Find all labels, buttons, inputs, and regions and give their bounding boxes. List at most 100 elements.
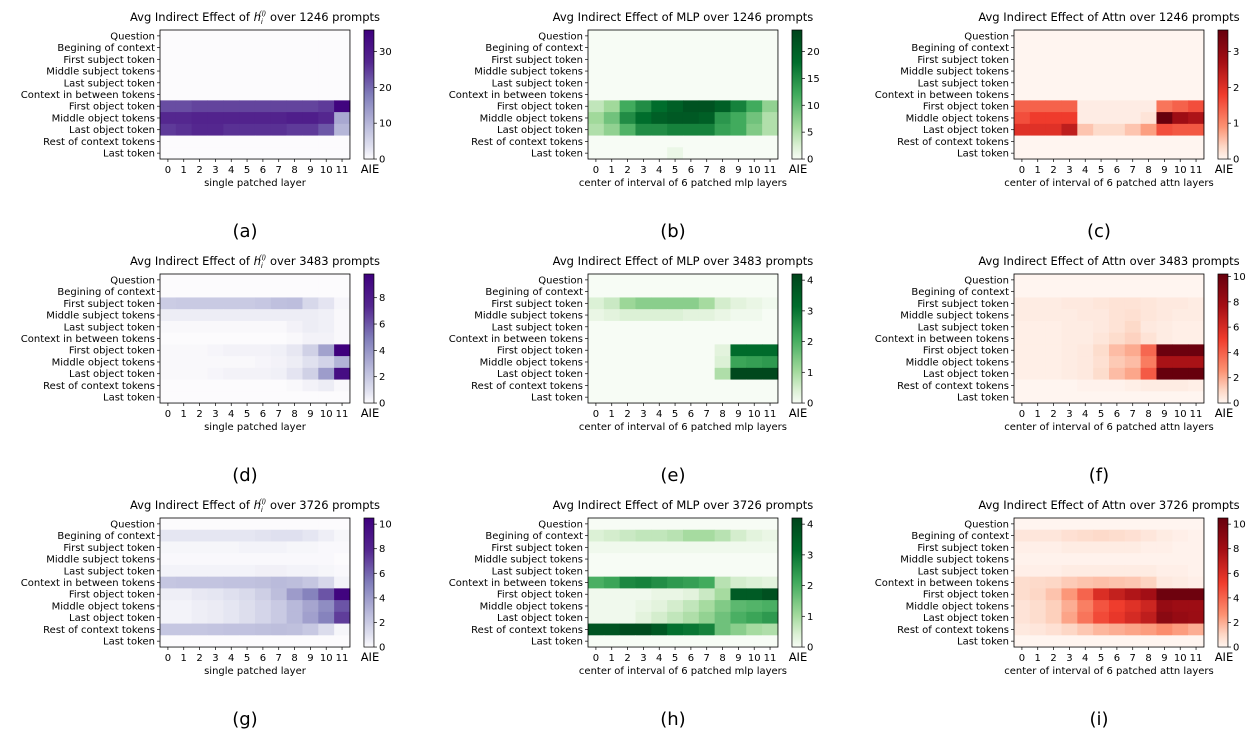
heatmap-cell [1156,391,1173,404]
heatmap-cell [1045,285,1062,298]
heatmap-cell [302,356,319,369]
heatmap-cell [1093,112,1110,125]
y-tick-label: Question [964,519,1009,530]
heatmap-cell [714,635,731,648]
x-tick-label: 2 [1050,653,1056,664]
heatmap-cell [1093,553,1110,566]
heatmap-cell [698,123,716,136]
heatmap-cell [619,623,636,636]
heatmap-cell [270,518,288,531]
x-tick-label: 9 [735,165,741,176]
heatmap-cell [191,112,208,125]
x-tick-label: 9 [735,653,741,664]
x-tick-label: 10 [748,165,761,176]
heatmap-cell [1061,541,1078,554]
y-tick-label: Begining of context [485,287,583,298]
heatmap-cell [1045,611,1062,624]
heatmap-cell [318,379,335,392]
heatmap-cell [1140,600,1157,613]
y-tick-label: Begining of context [485,531,583,542]
y-tick-label: Begining of context [911,531,1009,542]
colorbar-tick-label: 2 [1233,618,1239,629]
heatmap-cell [334,100,351,113]
heatmap-cell [746,553,763,566]
heatmap-cell [1029,147,1047,160]
heatmap-cell [746,41,763,54]
heatmap-cell [223,518,240,531]
heatmap-cell [1188,100,1205,113]
heatmap-cell [223,529,240,542]
heatmap-cell [1061,53,1078,66]
colorbar-tick-label: 8 [1233,297,1239,308]
panel-title: Avg Indirect Effect of MLP over 3483 pro… [553,254,814,268]
heatmap-cell [635,30,652,43]
heatmap-cell [239,135,256,148]
heatmap-cell [1077,541,1094,554]
heatmap-cell [619,76,636,90]
heatmap-cell [239,576,256,589]
heatmap-cell [302,576,319,589]
heatmap-cell [175,553,193,566]
x-tick-label: 0 [593,165,599,176]
heatmap-cell [160,332,177,345]
x-tick-label: 5 [244,653,250,664]
heatmap-cell [667,564,684,578]
heatmap-cell [762,88,779,101]
heatmap-cell [762,553,779,566]
heatmap-cell [1077,53,1094,66]
heatmap-cell [1014,623,1031,636]
heatmap-cell [1188,635,1205,648]
heatmap-cell [302,100,319,113]
heatmap-cell [191,88,208,101]
heatmap-cell [175,41,193,54]
heatmap-cell [1014,100,1031,113]
heatmap-cell [682,367,700,380]
heatmap-cell [1061,379,1078,392]
heatmap-cell [191,41,208,54]
heatmap-cell [1108,379,1126,392]
heatmap-cell [746,518,763,531]
heatmap-cell [270,529,288,542]
heatmap-cell [667,541,684,554]
heatmap-cell [603,309,621,322]
x-tick-label: 0 [165,653,171,664]
heatmap-cell [1124,53,1142,66]
subfigure-label: (h) [660,709,685,730]
x-tick-label: 6 [688,653,694,664]
heatmap-cell [603,320,621,334]
colorbar [1217,273,1229,404]
heatmap-cell [1014,391,1031,404]
heatmap-cell [1108,564,1126,578]
heatmap-cell [1124,367,1142,380]
heatmap-cell [746,274,763,287]
heatmap-cell [698,76,716,90]
heatmap-cell [1124,100,1142,113]
heatmap-cell [1014,53,1031,66]
heatmap-cell [603,65,621,78]
heatmap-cell [1014,564,1031,578]
heatmap-cell [619,529,636,542]
heatmap-cell [746,588,763,601]
x-tick-label: 0 [593,653,599,664]
heatmap-cell [207,518,224,531]
heatmap-cell [302,147,319,160]
heatmap-cell [746,541,763,554]
heatmap-cell [1108,147,1126,160]
heatmap-cell [191,123,208,136]
heatmap-cell [651,553,668,566]
heatmap-cell [318,553,335,566]
heatmap-cell [160,100,177,113]
heatmap-cell [223,611,240,624]
heatmap-cell [714,553,731,566]
heatmap-cell [270,367,288,380]
heatmap-cell [1140,53,1157,66]
heatmap-cell [286,135,303,148]
y-tick-label: Last token [957,149,1009,160]
heatmap-cell [730,320,747,334]
heatmap-cell [1156,332,1173,345]
heatmap-cell [619,379,636,392]
heatmap-cell [1045,564,1062,578]
heatmap-cell [635,320,652,334]
heatmap-cell [667,623,684,636]
y-tick-label: First subject token [917,55,1009,66]
